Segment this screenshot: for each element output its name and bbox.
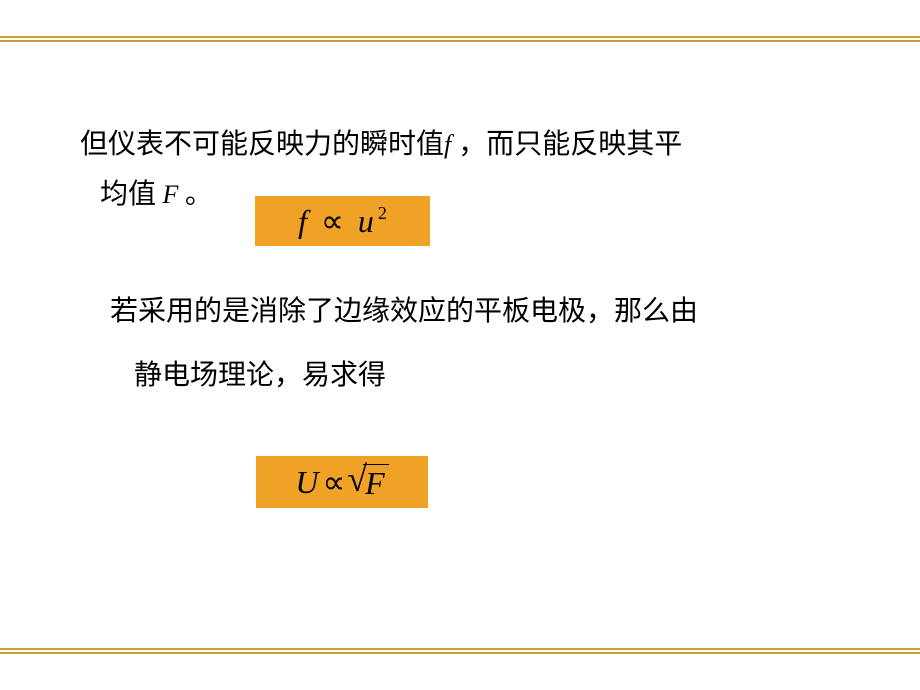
top-line-2: [0, 40, 920, 42]
bottom-double-line: [0, 648, 920, 654]
p1-text-3: 均值: [100, 179, 156, 210]
sqrt-content: F: [363, 464, 389, 502]
p1-text-2: ，而只能反映其平: [451, 129, 682, 160]
p1-text-1: 但仪表不可能反映力的瞬时值: [80, 129, 444, 160]
formula-1-rhs-exponent: 2: [378, 203, 387, 224]
p2-line-1: 若采用的是消除了边缘效应的平板电极，那么由: [84, 280, 920, 344]
formula-2-operator: ∝: [322, 463, 345, 501]
formula-2-lhs: U: [295, 464, 318, 501]
formula-2-sqrt: √ F: [347, 463, 388, 501]
p2-line-2: 静电场理论，易求得: [84, 344, 920, 408]
p1-var-F: F: [156, 180, 185, 209]
top-line-1: [0, 36, 920, 38]
formula-1-lhs: f: [298, 203, 307, 240]
formula-1-operator: ∝: [321, 202, 344, 240]
slide-content: 但仪表不可能反映力的瞬时值f ，而只能反映其平 均值 F 。: [80, 120, 880, 221]
bottom-line-2: [0, 652, 920, 654]
paragraph-1-line-1: 但仪表不可能反映力的瞬时值f ，而只能反映其平: [80, 120, 880, 170]
p1-text-4: 。: [185, 179, 213, 210]
formula-1-rhs-base: u: [358, 203, 374, 240]
bottom-line-1: [0, 648, 920, 650]
formula-1-box: f ∝ u2: [255, 196, 430, 246]
paragraph-2: 若采用的是消除了边缘效应的平板电极，那么由 静电场理论，易求得: [84, 280, 920, 409]
top-double-line: [0, 36, 920, 42]
paragraph-1-line-2: 均值 F 。: [80, 170, 880, 220]
formula-2-box: U ∝ √ F: [256, 456, 428, 508]
